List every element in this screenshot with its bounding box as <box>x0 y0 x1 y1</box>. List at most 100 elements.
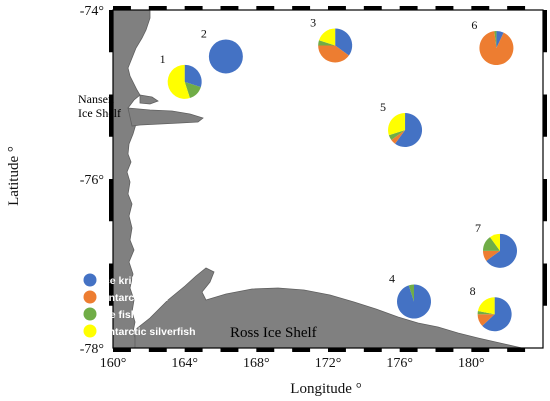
station-8-pie: 8 <box>470 284 512 332</box>
nansen-label-line1: Nansen <box>78 92 114 106</box>
pie-slice-ice_krill <box>184 64 202 88</box>
legend-label: Ice fish <box>101 309 137 321</box>
station-label: 2 <box>201 26 207 40</box>
pie-slice-antarctic_silverfish <box>167 64 190 99</box>
frame-band <box>543 179 547 222</box>
frame-band <box>507 348 526 352</box>
y-axis-ticks: -74° -76° -78° <box>80 4 104 357</box>
pie-slice-ice_fish <box>483 237 500 251</box>
coastal-promontory <box>139 94 159 105</box>
station-label: 1 <box>160 52 166 66</box>
station-label: 6 <box>471 18 477 32</box>
station-label: 7 <box>475 221 481 235</box>
frame-band <box>256 6 275 10</box>
frame-band <box>220 348 239 352</box>
station-label: 5 <box>380 100 386 114</box>
map-frame <box>109 6 547 352</box>
frame-band <box>471 348 490 352</box>
frame-band <box>109 94 113 137</box>
pie-slice-ice_fish <box>408 284 414 302</box>
ross-ice-shelf-label: Ross Ice Shelf <box>230 325 317 341</box>
land-layer <box>112 9 523 349</box>
pie-slice-ice_krill <box>496 31 504 49</box>
nansen-label-line2: Ice Shelf <box>78 106 121 120</box>
station-3-pie: 3 <box>310 15 353 63</box>
frame-band <box>543 10 547 53</box>
station-label: 4 <box>389 272 395 286</box>
pie-slice-ice_krill <box>395 112 423 147</box>
frame-band <box>363 6 382 10</box>
frame-band <box>328 348 346 352</box>
legend-swatch <box>83 324 97 338</box>
legend-swatch <box>83 307 97 321</box>
pie-slice-ice_fish <box>318 40 336 46</box>
frame-band <box>435 6 454 10</box>
frame-band <box>109 179 113 222</box>
y-axis-title: Latitude ° <box>6 146 22 206</box>
pie-slice-antarctic_krill <box>483 250 500 261</box>
x-tick-label: 168° <box>243 356 270 371</box>
frame-band <box>328 6 346 10</box>
frame-band <box>471 6 490 10</box>
frame-band <box>109 10 113 53</box>
pie-slice-antarctic_krill <box>318 45 349 63</box>
frame-band <box>363 348 382 352</box>
y-tick-label: -78° <box>80 342 104 357</box>
ross-ice-shelf <box>134 267 523 349</box>
station-7-pie: 7 <box>475 221 517 268</box>
legend: Ice krill Antarctic krill Ice fish Antarcti… <box>83 273 196 338</box>
pie-slice-ice_krill <box>396 284 431 319</box>
station-6-pie: 6 <box>471 18 514 66</box>
station-label: 8 <box>470 284 476 298</box>
x-tick-label: 164° <box>171 356 198 371</box>
legend-swatch <box>83 290 97 304</box>
frame-band <box>113 6 131 10</box>
x-tick-label: 172° <box>315 356 342 371</box>
legend-item-ice-krill: Ice krill <box>83 273 137 287</box>
pie-slice-antarctic_silverfish <box>318 28 336 46</box>
pie-slice-ice_fish <box>388 129 406 140</box>
pie-charts-layer: 1 2 3 4 5 6 7 8 <box>160 15 517 332</box>
pie-slice-ice_fish <box>477 311 495 315</box>
legend-label: Antarctic silverfish <box>101 326 196 338</box>
pie-slice-antarctic_silverfish <box>490 233 500 251</box>
legend-item-ice-fish: Ice fish <box>83 307 137 321</box>
frame-band <box>148 348 167 352</box>
station-4-pie: 4 <box>389 272 431 319</box>
frame-band <box>399 6 418 10</box>
frame-band <box>543 263 547 306</box>
frame-band <box>292 6 311 10</box>
frame-band <box>399 348 418 352</box>
legend-item-antarctic-silverfish: Antarctic silverfish <box>83 324 196 338</box>
pie-slice-ice_krill <box>486 233 517 268</box>
west-coast-land <box>112 9 151 349</box>
x-tick-label: 160° <box>100 356 127 371</box>
station-5-pie: 5 <box>380 100 423 147</box>
x-tick-label: 180° <box>458 356 485 371</box>
pie-slice-ice_krill <box>335 28 353 56</box>
frame-band <box>220 6 239 10</box>
station-2-pie: 2 <box>201 26 243 74</box>
frame-band <box>507 6 526 10</box>
y-tick-label: -76° <box>80 173 104 188</box>
pie-slice-ice_fish <box>494 31 497 49</box>
frame-band <box>113 348 131 352</box>
frame-band <box>148 6 167 10</box>
x-axis-ticks: 160° 164° 168° 172° 176° 180° <box>100 356 485 371</box>
legend-swatch <box>83 273 97 287</box>
pie-slice-antarctic_silverfish <box>477 297 495 315</box>
frame-band <box>543 94 547 137</box>
x-tick-label: 176° <box>386 356 413 371</box>
pie-slice-antarctic_silverfish <box>388 112 406 136</box>
nansen-ice-shelf-tongue <box>127 107 204 127</box>
x-axis-title: Longitude ° <box>290 381 361 397</box>
frame-band <box>292 348 311 352</box>
pie-slice-ice_krill <box>208 39 243 74</box>
frame-band <box>256 348 275 352</box>
station-1-pie: 1 <box>160 52 202 99</box>
pie-slice-antarctic_krill <box>477 314 495 326</box>
legend-item-antarctic-krill: Antarctic krill <box>83 290 168 304</box>
frame-band <box>184 6 203 10</box>
y-tick-label: -74° <box>80 4 104 19</box>
pie-slice-ice_krill <box>482 297 512 332</box>
